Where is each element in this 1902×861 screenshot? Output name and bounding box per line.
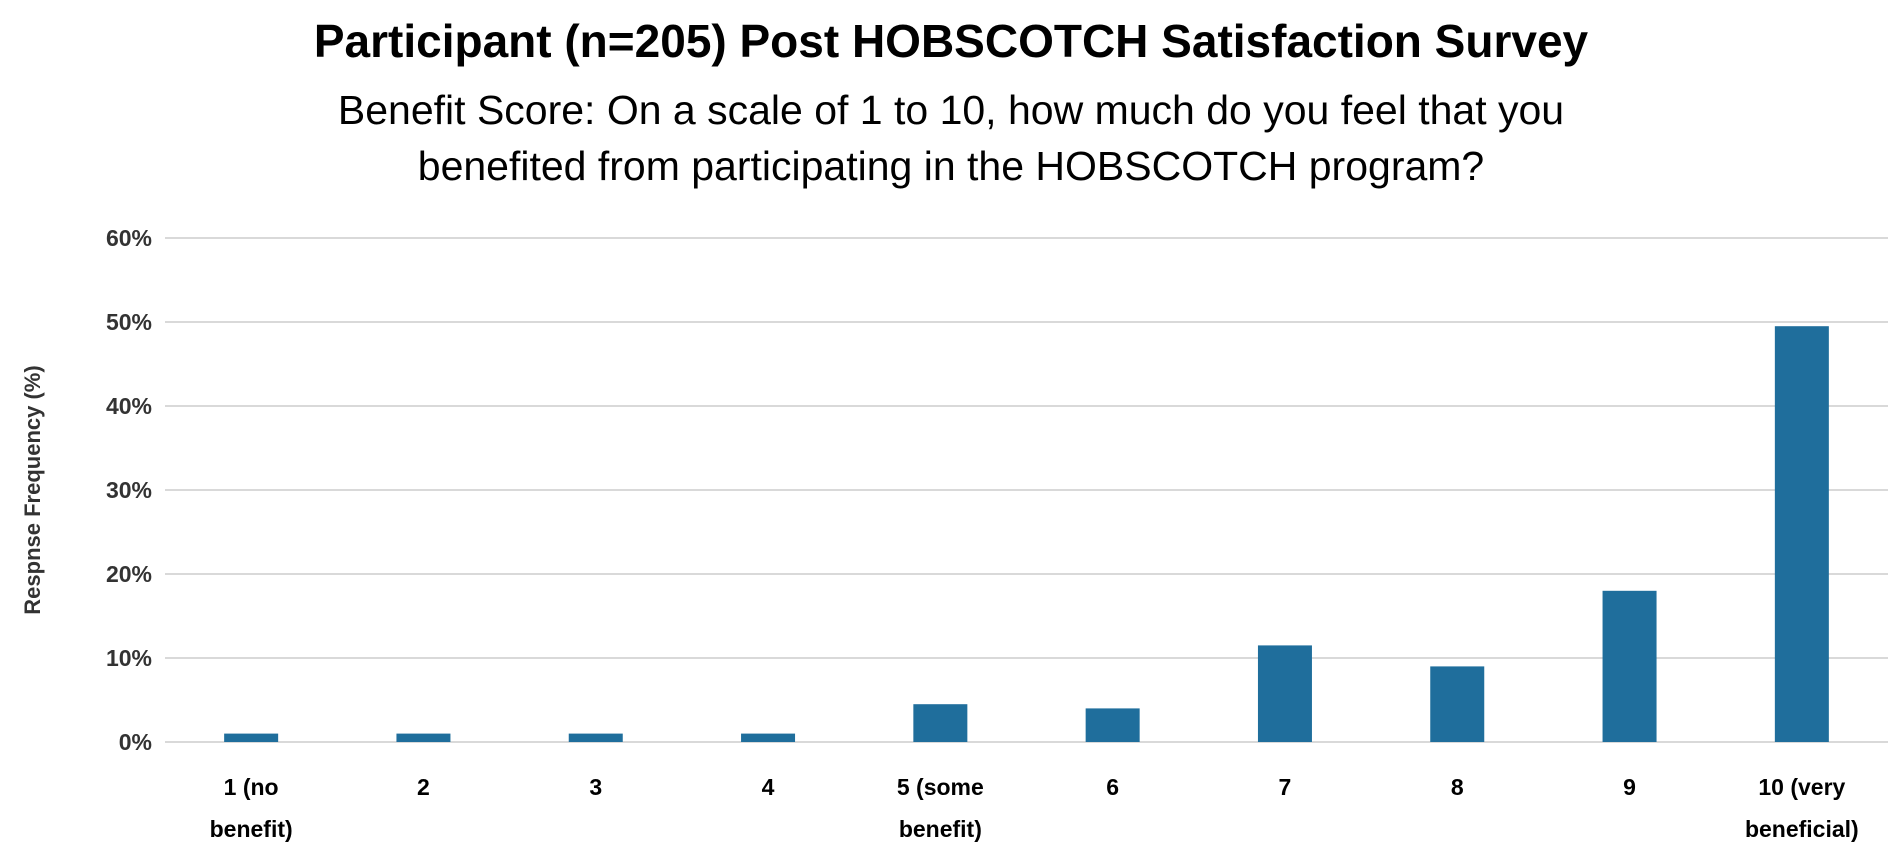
x-tick-label-line: 3 — [589, 774, 602, 800]
x-tick-label-line: 10 (very — [1758, 774, 1845, 800]
y-tick-label: 20% — [106, 561, 152, 587]
x-tick-label-line: beneficial) — [1745, 816, 1859, 842]
bar — [1257, 645, 1312, 742]
y-tick-label: 40% — [106, 393, 152, 419]
x-tick-label-line: 2 — [417, 774, 430, 800]
y-tick-label: 60% — [106, 225, 152, 251]
bar — [741, 733, 796, 742]
x-tick-label: 2 — [417, 774, 430, 800]
y-tick-label: 0% — [119, 729, 152, 755]
bar — [913, 704, 968, 742]
x-tick-label-line: 1 (no — [224, 774, 279, 800]
x-tick-label-line: benefit) — [210, 816, 293, 842]
bars — [224, 326, 1829, 742]
x-tick-label-line: 5 (some — [897, 774, 984, 800]
y-tick-label: 10% — [106, 645, 152, 671]
bar — [1430, 666, 1485, 742]
chart-title: Participant (n=205) Post HOBSCOTCH Satis… — [313, 15, 1589, 67]
y-axis-title: Respnse Frequency (%) — [20, 365, 45, 614]
x-tick-label: 4 — [762, 774, 775, 800]
chart-subtitle-line-2: benefited from participating in the HOBS… — [417, 143, 1485, 189]
bar — [224, 733, 279, 742]
x-tick-label-line: 7 — [1279, 774, 1292, 800]
x-tick-label: 6 — [1106, 774, 1119, 800]
x-tick-label-line: 4 — [762, 774, 775, 800]
bar — [1085, 708, 1140, 742]
x-tick-label: 10 (very beneficial) — [1745, 774, 1859, 842]
x-tick-label: 3 — [589, 774, 602, 800]
x-tick-label-line: 8 — [1451, 774, 1464, 800]
bar — [396, 733, 451, 742]
x-tick-label-line: benefit) — [899, 816, 982, 842]
bar — [1602, 590, 1657, 742]
x-tick-label-line: 6 — [1106, 774, 1119, 800]
y-axis-ticks: 0% 10% 20% 30% 40% 50% 60% — [106, 225, 152, 755]
chart-subtitle: Benefit Score: On a scale of 1 to 10, ho… — [0, 82, 1902, 194]
x-tick-label: 1 (no benefit) — [210, 774, 293, 842]
x-tick-label-line: 9 — [1623, 774, 1636, 800]
y-tick-label: 50% — [106, 309, 152, 335]
chart-subtitle-line-1: Benefit Score: On a scale of 1 to 10, ho… — [337, 87, 1565, 133]
x-tick-label: 9 — [1623, 774, 1636, 800]
x-tick-label: 5 (some benefit) — [897, 774, 984, 842]
gridlines — [165, 237, 1888, 743]
x-axis-ticks: 1 (no benefit) 2 3 4 5 (some benefit) 6 7 8 9 10 (v… — [210, 774, 1859, 842]
bar — [568, 733, 623, 742]
y-tick-label: 30% — [106, 477, 152, 503]
bar — [1774, 326, 1829, 742]
x-tick-label: 7 — [1279, 774, 1292, 800]
x-tick-label: 8 — [1451, 774, 1464, 800]
